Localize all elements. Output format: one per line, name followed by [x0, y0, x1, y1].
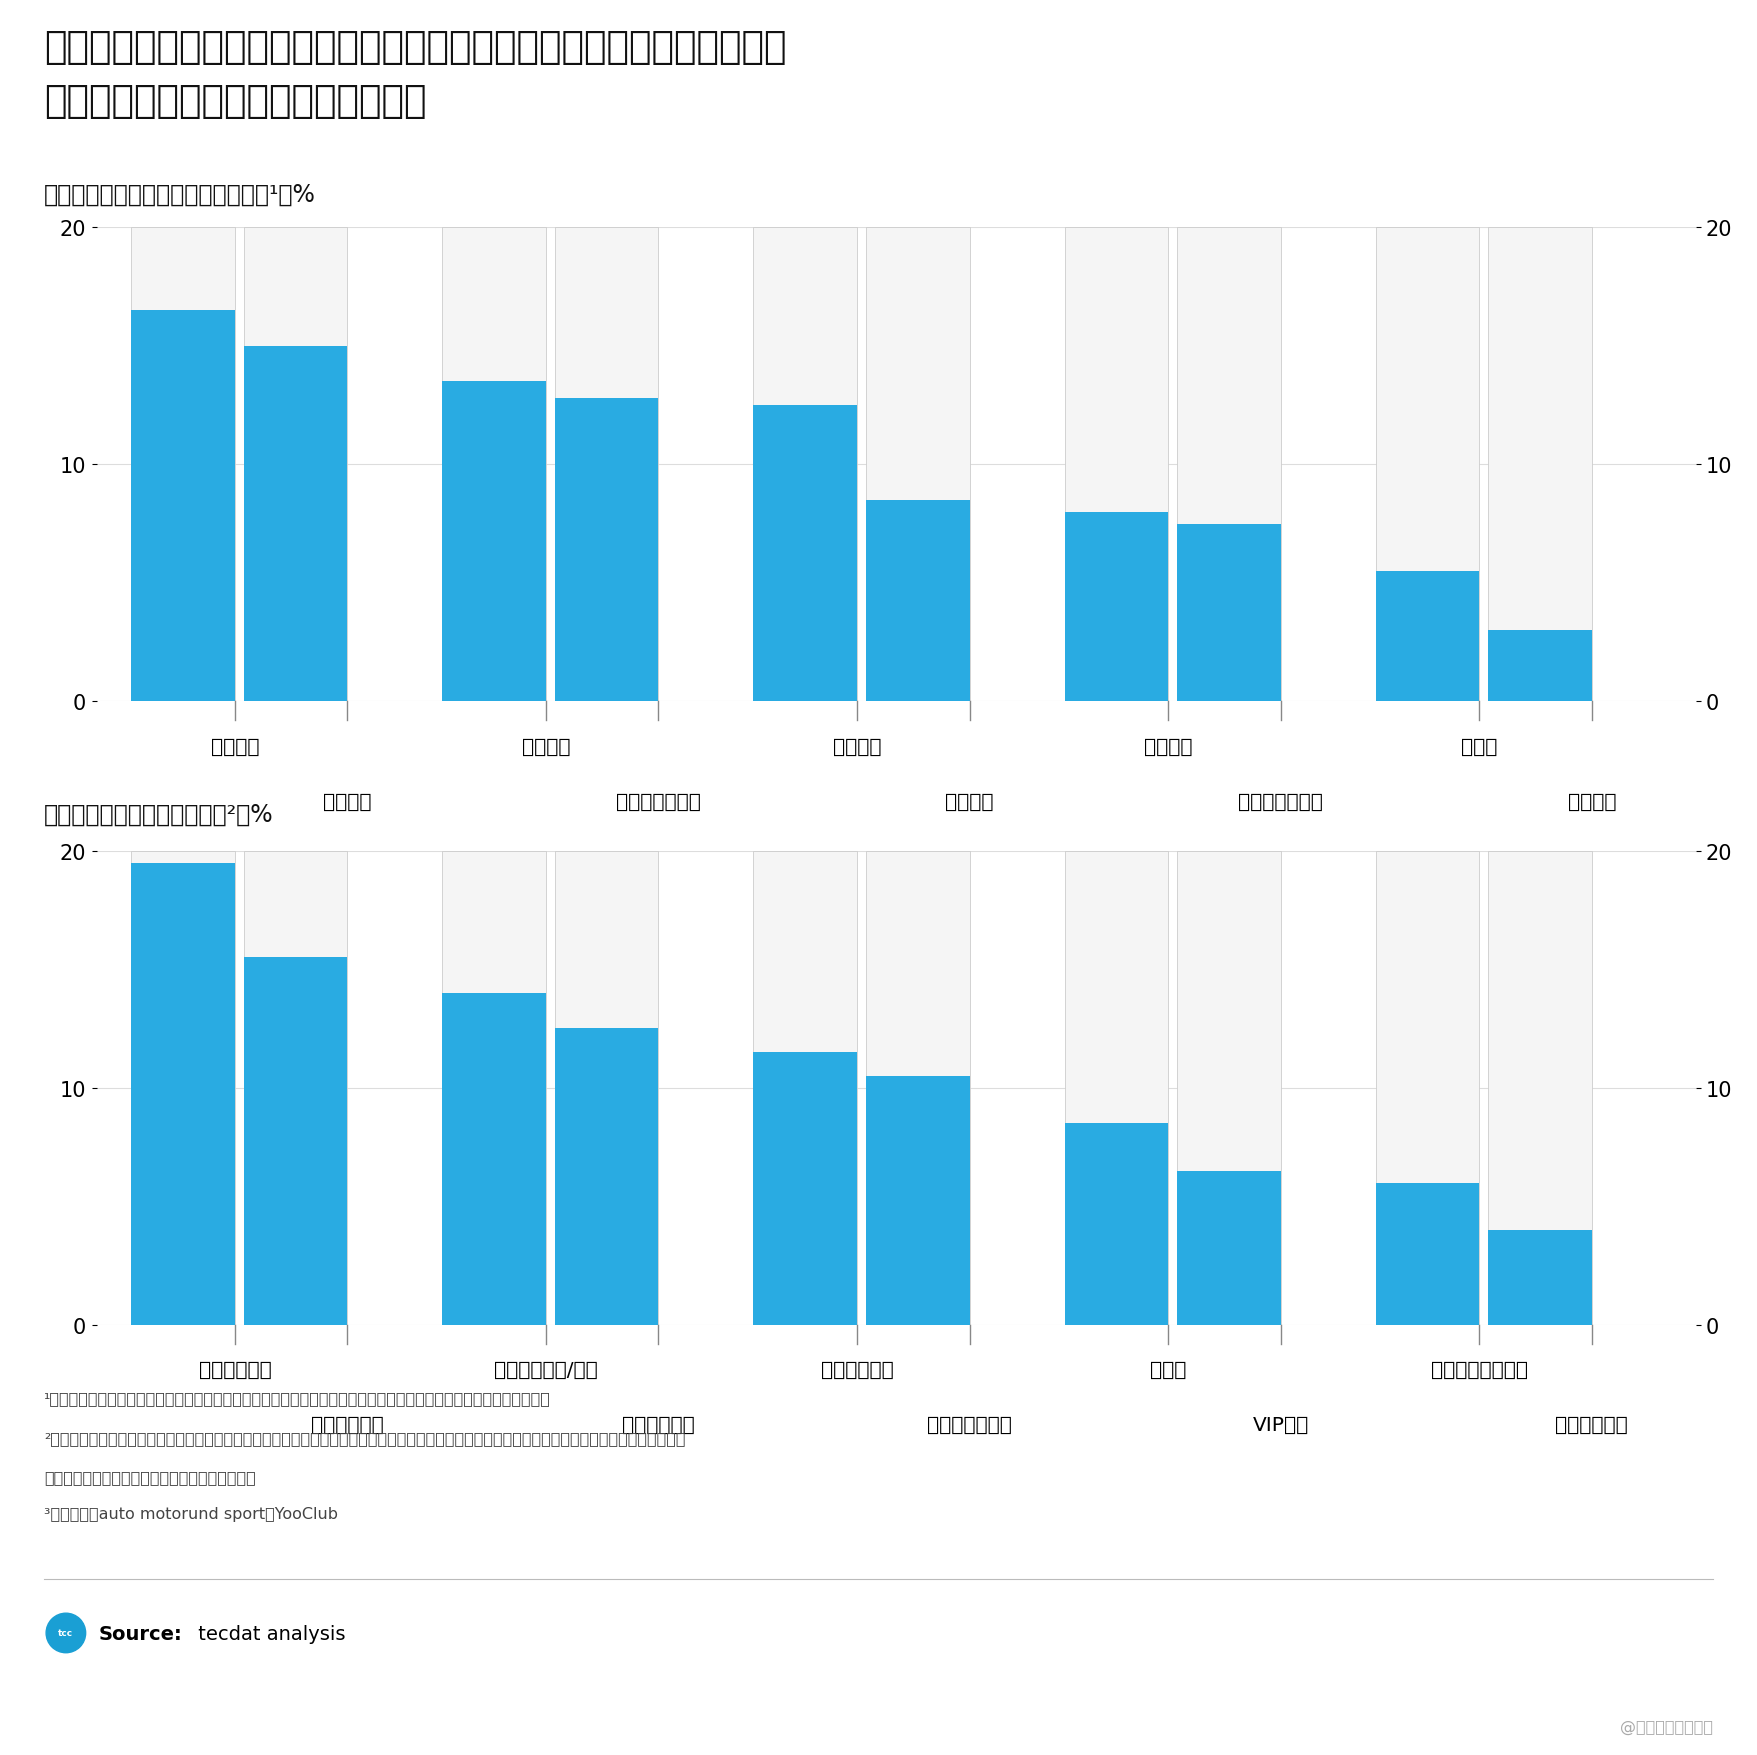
Bar — [866, 500, 970, 702]
Bar — [1376, 1183, 1479, 1325]
Text: 电子设备升级服务: 电子设备升级服务 — [1430, 1360, 1529, 1379]
Bar — [1488, 851, 1592, 1325]
Text: 送电卡: 送电卡 — [1151, 1360, 1186, 1379]
Text: 体验类服务，用户的参与度和选择意愿普遍不高。: 体验类服务，用户的参与度和选择意愿普遍不高。 — [44, 1469, 257, 1485]
Text: 三电相关安全性: 三电相关安全性 — [1239, 792, 1323, 811]
Bar — [1376, 572, 1479, 702]
Bar — [754, 1053, 857, 1325]
Bar — [866, 1076, 970, 1325]
Text: 延长保修里程/时间: 延长保修里程/时间 — [494, 1360, 597, 1379]
Text: 外饰造型: 外饰造型 — [945, 792, 994, 811]
Bar — [244, 958, 348, 1325]
Text: 操控性能: 操控性能 — [323, 792, 371, 811]
Bar — [754, 228, 857, 702]
Bar — [443, 851, 546, 1325]
Text: Source:: Source: — [98, 1625, 183, 1643]
Circle shape — [46, 1613, 86, 1653]
Text: 潜在用户更看重那些售后服务²，%: 潜在用户更看重那些售后服务²，% — [44, 802, 274, 827]
Text: 贷款按揭服务: 贷款按揭服务 — [821, 1360, 894, 1379]
Text: 舒适度: 舒适度 — [1462, 737, 1497, 756]
Bar — [866, 228, 970, 702]
Bar — [1065, 512, 1168, 702]
Bar — [132, 228, 235, 702]
Bar — [555, 1028, 659, 1325]
Text: 提供二手车服务: 提供二手车服务 — [928, 1415, 1012, 1434]
Text: 折扣礼券服务: 折扣礼券服务 — [622, 1415, 694, 1434]
Text: 更关心长期、有价值的车辆保修服务。: 更关心长期、有价值的车辆保修服务。 — [44, 84, 427, 121]
Text: 续航里程: 续航里程 — [211, 737, 260, 756]
Text: 内饰造型: 内饰造型 — [1144, 737, 1193, 756]
Bar — [1177, 525, 1281, 702]
Bar — [132, 863, 235, 1325]
Text: 车身尺寸与空间: 车身尺寸与空间 — [617, 792, 701, 811]
Bar — [443, 993, 546, 1325]
Text: tecdat analysis: tecdat analysis — [192, 1625, 344, 1643]
Text: 在线会员服务: 在线会员服务 — [1555, 1415, 1629, 1434]
Text: 科技配置: 科技配置 — [1567, 792, 1616, 811]
Bar — [443, 383, 546, 702]
Text: 终身电池质保: 终身电池质保 — [199, 1360, 271, 1379]
Bar — [1488, 228, 1592, 702]
Bar — [1065, 851, 1168, 1325]
Bar — [244, 228, 348, 702]
Text: tcc: tcc — [58, 1629, 74, 1637]
Bar — [1177, 1171, 1281, 1325]
Bar — [1177, 851, 1281, 1325]
Bar — [555, 398, 659, 702]
Bar — [1065, 1123, 1168, 1325]
Bar — [132, 851, 235, 1325]
Text: ³数据来源：auto motorund sport，YooClub: ³数据来源：auto motorund sport，YooClub — [44, 1506, 337, 1522]
Bar — [244, 346, 348, 702]
Bar — [866, 851, 970, 1325]
Text: 新能源车性能是用户购车核心考虑因素，重在电池续航和动力性能，在售后: 新能源车性能是用户购车核心考虑因素，重在电池续航和动力性能，在售后 — [44, 30, 787, 67]
Text: 终身免费保养: 终身免费保养 — [311, 1415, 383, 1434]
Text: 动力性能: 动力性能 — [522, 737, 571, 756]
Text: VIP服务: VIP服务 — [1253, 1415, 1309, 1434]
Text: ¹新能源车的性能是购车时的关键考量因素，主要关注电池续航和动力性能，而对车辆造型设计和科技配置的需求不大。: ¹新能源车的性能是购车时的关键考量因素，主要关注电池续航和动力性能，而对车辆造型… — [44, 1390, 550, 1406]
Bar — [132, 311, 235, 702]
Text: @稀土掘金技术社区: @稀土掘金技术社区 — [1620, 1718, 1713, 1734]
Text: ²由于技术及产品结构有别于传统燃油车，在以服务为重的售后领域，提供长期、有价值的车辆保修服务是用户最关心的服务选项。然而，对于一些用户: ²由于技术及产品结构有别于传统燃油车，在以服务为重的售后领域，提供长期、有价值的… — [44, 1430, 685, 1446]
Text: 潜在用户对新能源汽车的配置关注点¹，%: 潜在用户对新能源汽车的配置关注点¹，% — [44, 183, 316, 207]
Bar — [1376, 851, 1479, 1325]
Bar — [1488, 632, 1592, 702]
Text: 充电性能: 充电性能 — [833, 737, 882, 756]
Bar — [1376, 228, 1479, 702]
Bar — [1488, 1230, 1592, 1325]
Bar — [754, 405, 857, 702]
Bar — [1065, 228, 1168, 702]
Bar — [244, 851, 348, 1325]
Bar — [754, 851, 857, 1325]
Bar — [443, 228, 546, 702]
Bar — [1177, 228, 1281, 702]
Bar — [555, 228, 659, 702]
Bar — [555, 851, 659, 1325]
